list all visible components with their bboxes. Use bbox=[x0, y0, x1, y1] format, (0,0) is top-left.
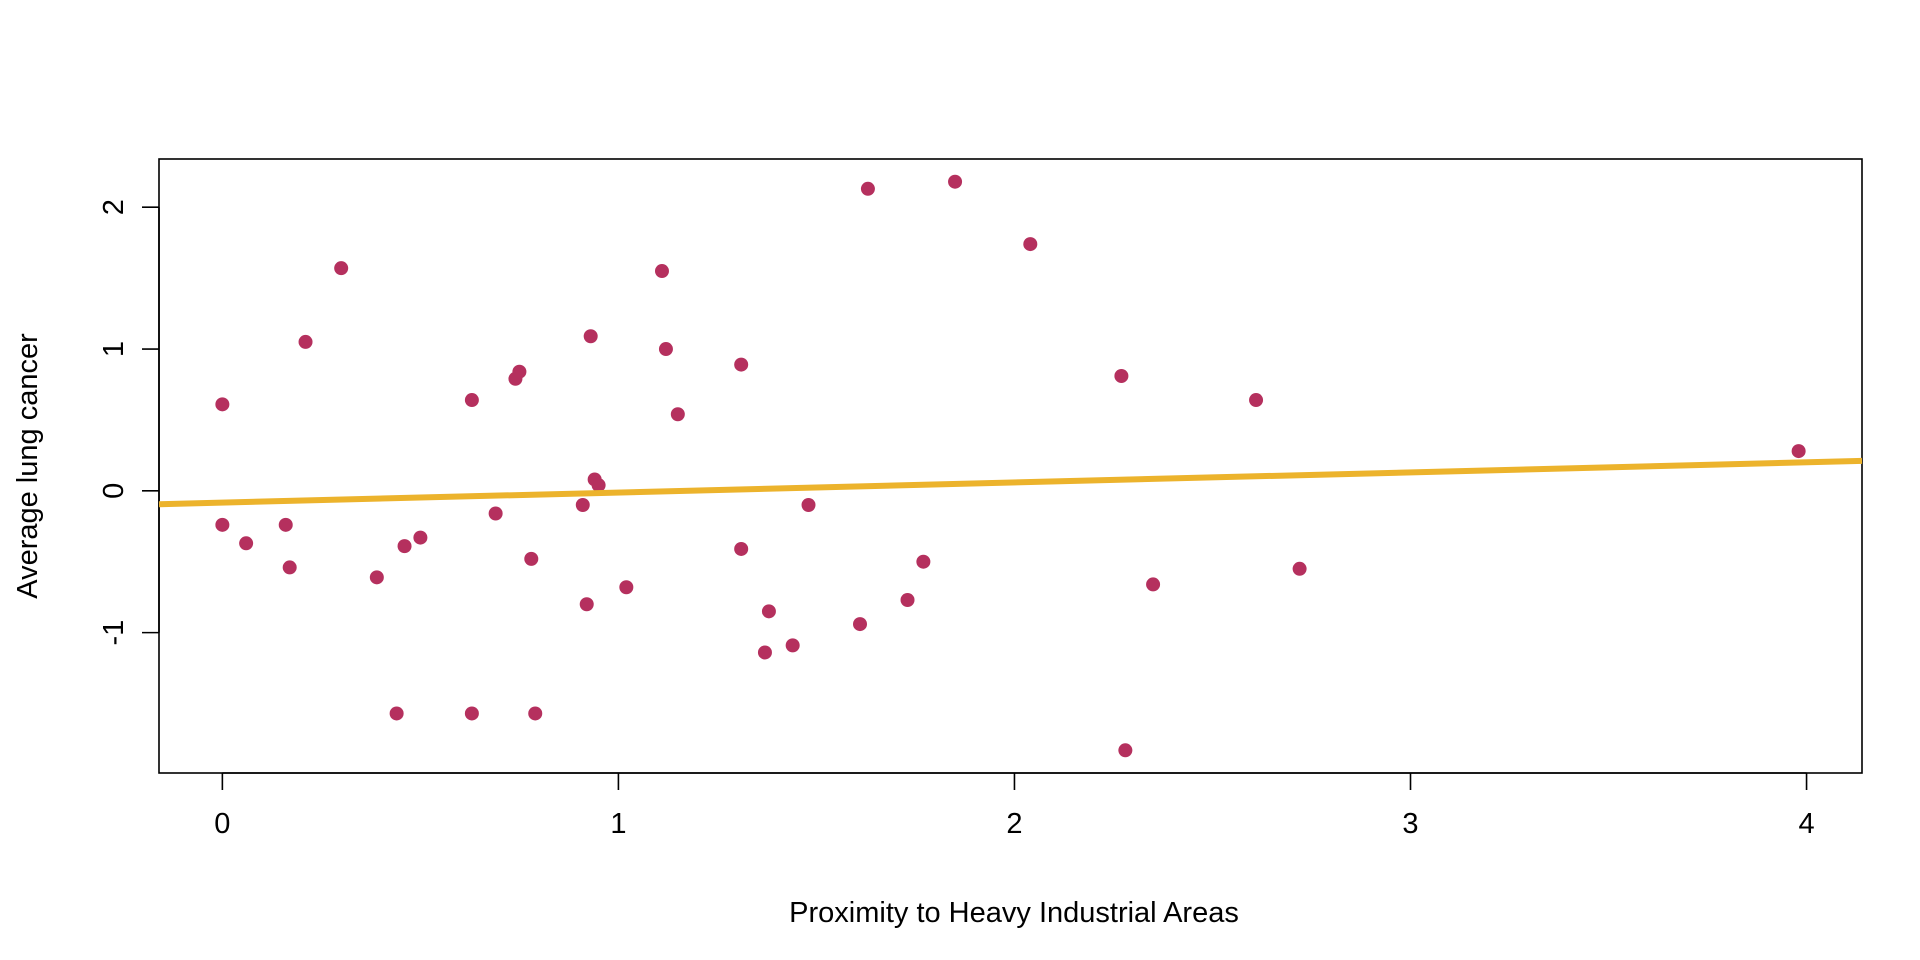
data-point bbox=[389, 706, 404, 721]
data-point bbox=[654, 264, 669, 279]
data-point bbox=[761, 604, 776, 619]
y-tick-label: -1 bbox=[98, 620, 130, 646]
data-point bbox=[801, 497, 816, 512]
x-tick-label: 4 bbox=[1798, 808, 1814, 840]
data-point bbox=[512, 364, 527, 379]
data-point bbox=[464, 706, 479, 721]
y-tick-label: 0 bbox=[98, 483, 130, 499]
x-tick-label: 0 bbox=[214, 808, 230, 840]
data-point bbox=[583, 329, 598, 344]
data-point bbox=[413, 530, 428, 545]
data-point bbox=[1292, 561, 1307, 576]
data-point bbox=[278, 517, 293, 532]
trend-line-layer bbox=[158, 457, 1863, 508]
x-axis-label: Proximity to Heavy Industrial Areas bbox=[789, 897, 1239, 929]
x-tick-label: 1 bbox=[610, 808, 626, 840]
data-point bbox=[215, 517, 230, 532]
data-point bbox=[1249, 393, 1264, 408]
x-axis: 0 1 2 3 4 bbox=[214, 772, 1815, 840]
data-point bbox=[282, 560, 297, 575]
data-point bbox=[1023, 237, 1038, 252]
y-tick-label: 1 bbox=[98, 341, 130, 357]
data-point bbox=[488, 506, 503, 521]
data-point bbox=[575, 497, 590, 512]
y-tick-label: 2 bbox=[98, 199, 130, 215]
trend-line bbox=[158, 457, 1863, 508]
data-point bbox=[1114, 368, 1129, 383]
data-point bbox=[1118, 743, 1133, 758]
x-tick-label: 2 bbox=[1006, 808, 1022, 840]
y-axis: -1 0 1 2 bbox=[98, 199, 160, 646]
data-point bbox=[853, 617, 868, 632]
data-point bbox=[524, 551, 539, 566]
data-point bbox=[948, 174, 963, 189]
data-point bbox=[670, 407, 685, 422]
data-point bbox=[1791, 444, 1806, 459]
x-tick-label: 3 bbox=[1402, 808, 1418, 840]
data-point bbox=[239, 536, 254, 551]
data-point bbox=[215, 397, 230, 412]
data-point bbox=[334, 261, 349, 276]
data-point bbox=[658, 342, 673, 357]
data-point bbox=[528, 706, 543, 721]
data-point bbox=[785, 638, 800, 653]
data-point bbox=[579, 597, 594, 612]
data-point bbox=[860, 181, 875, 196]
data-point bbox=[464, 393, 479, 408]
points-layer bbox=[215, 174, 1806, 758]
y-axis-label: Average lung cancer bbox=[12, 333, 44, 599]
data-point bbox=[298, 334, 313, 349]
data-point bbox=[369, 570, 384, 585]
data-point bbox=[397, 539, 412, 554]
data-point bbox=[916, 554, 931, 569]
data-point bbox=[757, 645, 772, 660]
data-point bbox=[734, 541, 749, 556]
data-point bbox=[619, 580, 634, 595]
data-point bbox=[591, 478, 606, 493]
data-point bbox=[734, 357, 749, 372]
data-point bbox=[900, 593, 915, 608]
data-point bbox=[1146, 577, 1161, 592]
